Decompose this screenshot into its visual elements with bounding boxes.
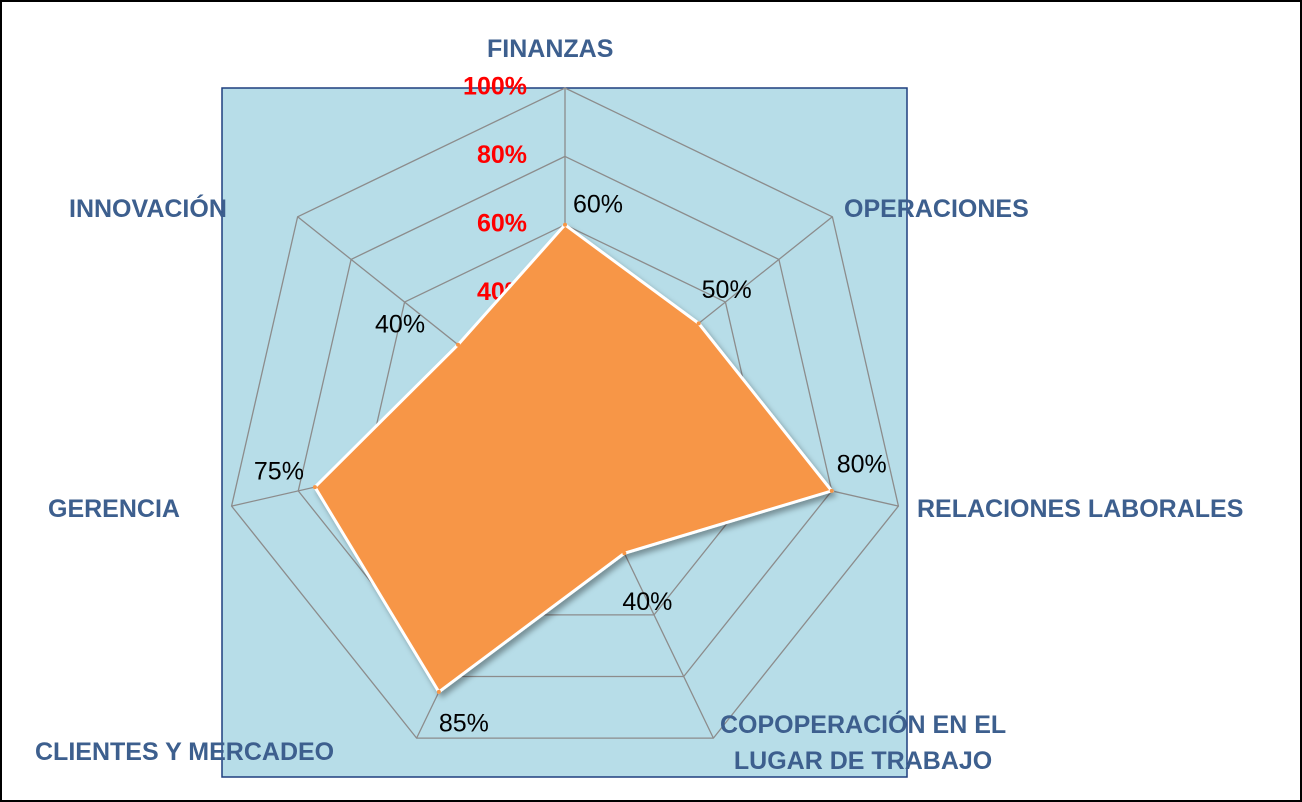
- grid-ring: [364, 224, 766, 616]
- category-label: INNOVACIÓN: [69, 195, 227, 223]
- data-point: [436, 689, 441, 694]
- data-point: [829, 488, 834, 493]
- grid-ring: [297, 155, 833, 678]
- r-tick-label: 80%: [477, 141, 527, 169]
- value-label: 85%: [439, 710, 489, 738]
- value-label: 80%: [837, 450, 887, 478]
- category-label: GERENCIA: [48, 495, 180, 523]
- data-point: [456, 342, 461, 347]
- value-label: 40%: [375, 310, 425, 338]
- category-label: FINANZAS: [487, 35, 614, 63]
- grid-ring: [230, 87, 900, 739]
- series-area: [313, 222, 835, 695]
- category-label: RELACIONES LABORALES: [917, 495, 1244, 523]
- data-point: [312, 485, 317, 490]
- r-tick-label: 100%: [463, 73, 527, 101]
- category-label: CLIENTES Y MERCADEO: [35, 738, 335, 766]
- value-label: 40%: [622, 588, 672, 616]
- value-label: 60%: [573, 190, 623, 218]
- value-label: 50%: [702, 276, 752, 304]
- value-label: 75%: [254, 458, 304, 486]
- r-tick-label: 60%: [477, 209, 527, 237]
- category-label: OPERACIONES: [844, 195, 1029, 223]
- data-point: [563, 222, 567, 227]
- category-label: COPOPERACIÓN EN EL LUGAR DE TRABAJO: [720, 711, 1007, 775]
- data-point: [622, 551, 627, 556]
- data-point: [696, 321, 701, 326]
